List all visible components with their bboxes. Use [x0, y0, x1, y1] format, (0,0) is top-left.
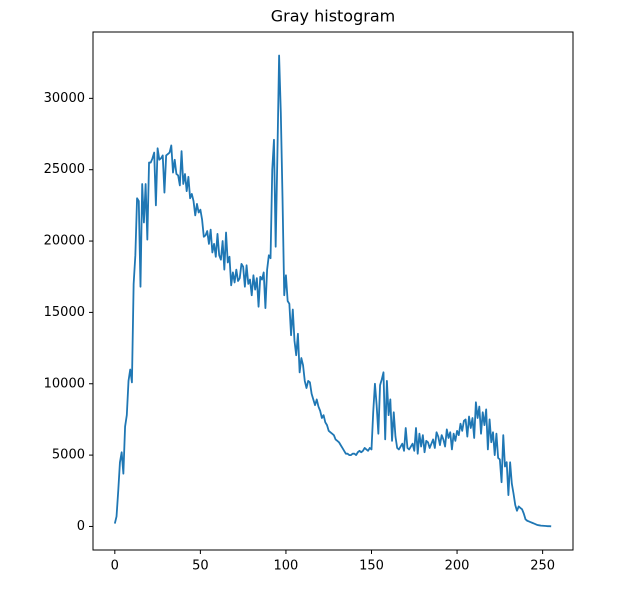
x-tick-label: 100	[274, 559, 299, 574]
chart-title: Gray histogram	[271, 7, 395, 26]
y-tick-label: 10000	[44, 376, 85, 391]
plot-frame	[92, 31, 574, 551]
y-tick-label: 5000	[52, 448, 85, 463]
x-tick-label: 150	[359, 559, 384, 574]
y-tick-label: 25000	[44, 162, 85, 177]
data-line	[113, 54, 552, 528]
x-tick-label: 200	[445, 559, 470, 574]
x-tick-label: 50	[192, 559, 209, 574]
y-tick-label: 20000	[44, 234, 85, 249]
x-tick-label: 250	[530, 559, 555, 574]
y-tick-label: 0	[77, 519, 85, 534]
y-tick-label: 15000	[44, 305, 85, 320]
x-tick-label: 0	[111, 559, 119, 574]
y-tick-label: 30000	[44, 91, 85, 106]
